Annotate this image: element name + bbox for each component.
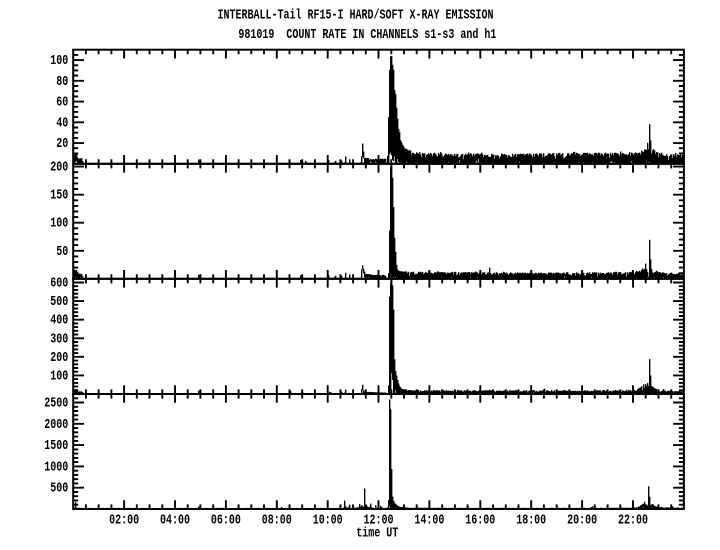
svg-text:22:00: 22:00 <box>618 513 648 528</box>
svg-text:04:00: 04:00 <box>160 513 190 528</box>
svg-text:20: 20 <box>56 137 68 152</box>
svg-text:INTERBALL-Tail RF15-I HARD/SOF: INTERBALL-Tail RF15-I HARD/SOFT X-RAY EM… <box>218 8 494 23</box>
svg-text:time UT: time UT <box>356 527 398 542</box>
svg-text:2000: 2000 <box>44 418 68 433</box>
svg-text:12:00: 12:00 <box>364 513 394 528</box>
svg-text:200: 200 <box>50 161 68 176</box>
svg-text:100: 100 <box>50 217 68 232</box>
svg-text:600: 600 <box>50 277 68 292</box>
svg-text:18:00: 18:00 <box>516 513 546 528</box>
svg-text:20:00: 20:00 <box>567 513 597 528</box>
svg-text:50: 50 <box>56 245 68 260</box>
svg-text:500: 500 <box>50 482 68 497</box>
svg-text:300: 300 <box>50 332 68 347</box>
svg-text:80: 80 <box>56 75 68 90</box>
svg-text:400: 400 <box>50 314 68 329</box>
svg-text:981019 COUNT RATE IN CHANNELS: 981019 COUNT RATE IN CHANNELS s1-s3 and … <box>238 28 496 43</box>
svg-text:1500: 1500 <box>44 439 68 454</box>
svg-text:60: 60 <box>56 96 68 111</box>
svg-text:2500: 2500 <box>44 397 68 412</box>
svg-text:100: 100 <box>50 54 68 69</box>
svg-text:10:00: 10:00 <box>313 513 343 528</box>
svg-text:200: 200 <box>50 351 68 366</box>
svg-text:08:00: 08:00 <box>262 513 292 528</box>
svg-text:06:00: 06:00 <box>211 513 241 528</box>
svg-text:150: 150 <box>50 189 68 204</box>
svg-text:40: 40 <box>56 116 68 131</box>
svg-text:02:00: 02:00 <box>109 513 139 528</box>
svg-text:16:00: 16:00 <box>465 513 495 528</box>
svg-text:100: 100 <box>50 369 68 384</box>
svg-text:1000: 1000 <box>44 460 68 475</box>
svg-text:500: 500 <box>50 295 68 310</box>
svg-text:14:00: 14:00 <box>414 513 444 528</box>
